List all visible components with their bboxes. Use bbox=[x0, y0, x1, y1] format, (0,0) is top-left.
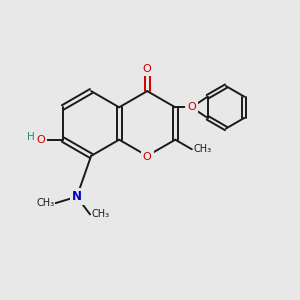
Text: H: H bbox=[27, 132, 34, 142]
Text: O: O bbox=[143, 152, 152, 162]
Text: CH₃: CH₃ bbox=[193, 144, 212, 154]
Text: O: O bbox=[143, 64, 152, 74]
Text: O: O bbox=[187, 102, 196, 112]
Text: CH₃: CH₃ bbox=[36, 198, 54, 208]
Text: O: O bbox=[37, 135, 45, 145]
Text: N: N bbox=[72, 190, 82, 203]
Text: CH₃: CH₃ bbox=[92, 209, 110, 219]
